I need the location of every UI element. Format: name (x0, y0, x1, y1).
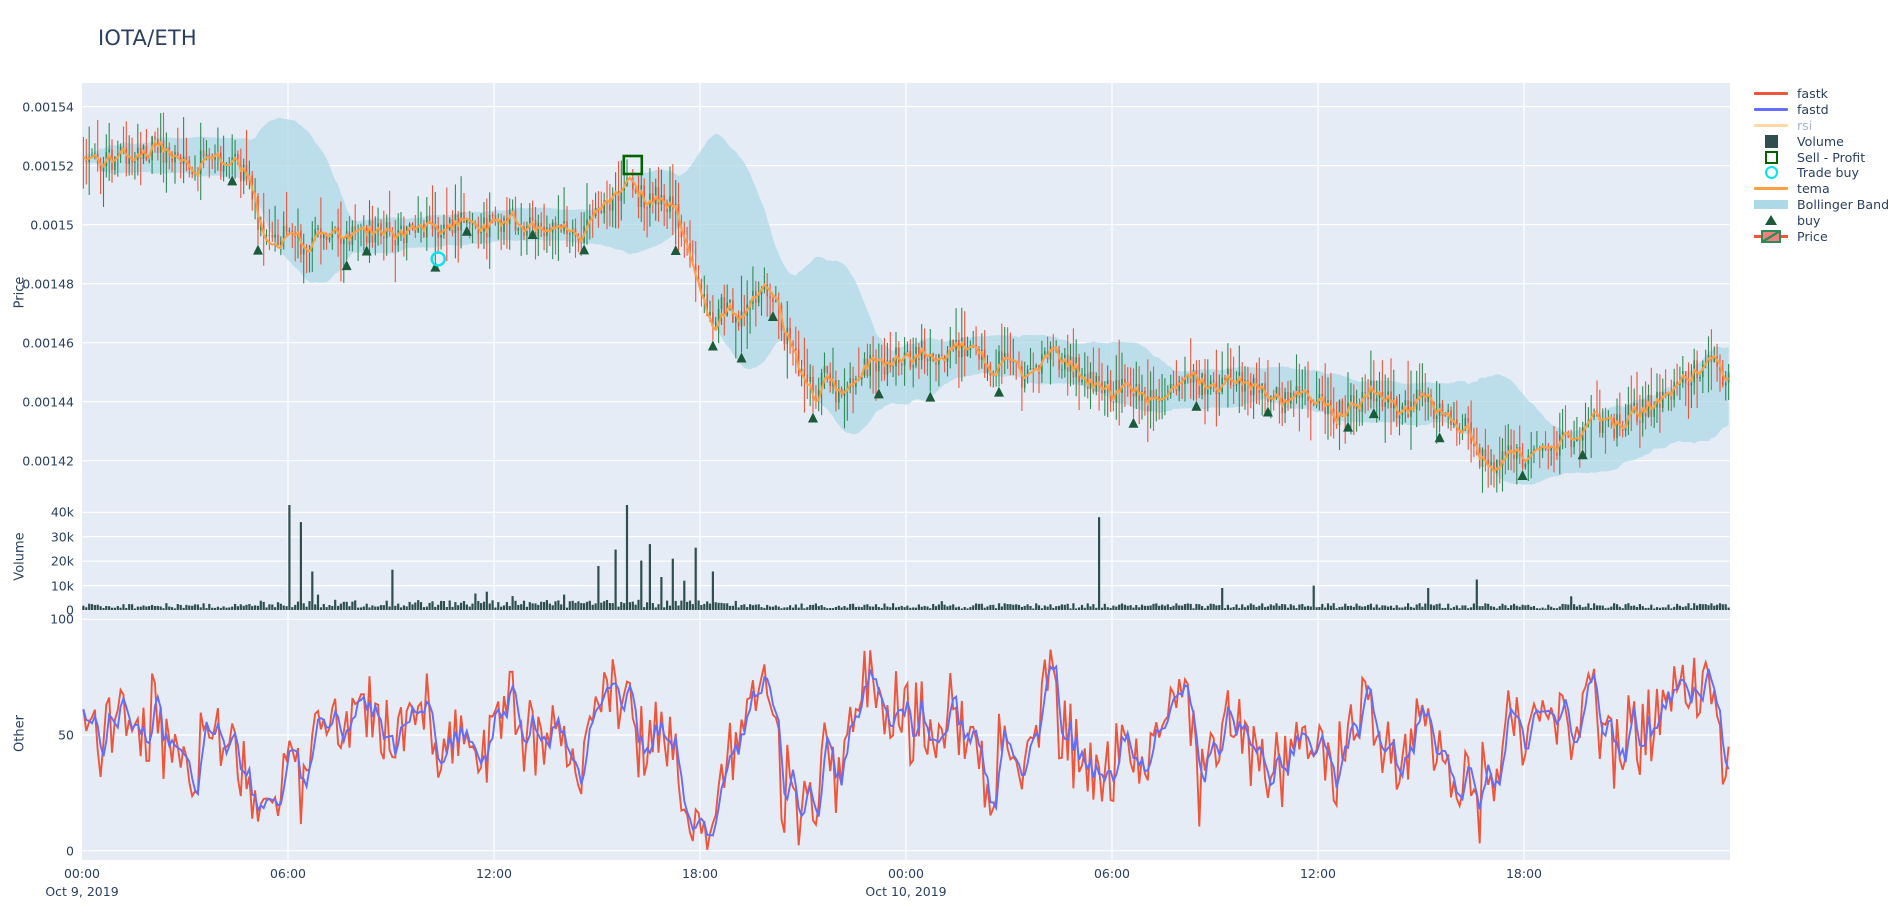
x-tick-1: 06:00 (269, 866, 307, 881)
legend-item-bollinger-band[interactable]: Bollinger Band (1752, 197, 1888, 213)
square-filled-icon (1752, 134, 1790, 149)
volume-plot-svg (82, 505, 1730, 610)
legend-item-price[interactable]: Price (1752, 228, 1888, 244)
legend-label: buy (1797, 212, 1821, 228)
candlestick-icon (1752, 229, 1790, 244)
volume-ytick-4: 40k (50, 504, 74, 520)
other-plot-svg (82, 610, 1730, 860)
line-swatch-icon (1752, 118, 1790, 133)
price-subplot (82, 83, 1730, 505)
x-tick-6: 12:00 (1299, 866, 1337, 881)
x-tick-4: 00:00 (887, 866, 925, 881)
volume-ytick-0: 0 (66, 602, 74, 618)
x-tick-0: 00:00 (63, 866, 101, 881)
other-ytick-1: 50 (58, 727, 74, 743)
legend-label: Volume (1797, 133, 1844, 149)
legend-item-tema[interactable]: tema (1752, 181, 1888, 197)
other-ytick-0: 0 (66, 843, 74, 859)
volume-ytick-2: 20k (50, 553, 74, 569)
circle-open-icon (1752, 165, 1790, 180)
page-title: IOTA/ETH (98, 26, 197, 50)
legend-item-sell-profit[interactable]: Sell - Profit (1752, 149, 1888, 165)
square-open-icon (1752, 150, 1790, 165)
volume-ytick-1: 10k (50, 578, 74, 594)
x-tick-date-0: Oct 9, 2019 (45, 884, 119, 899)
legend-item-buy[interactable]: buy (1752, 212, 1888, 228)
legend-item-fastk[interactable]: fastk (1752, 86, 1888, 102)
x-tick-date-4: Oct 10, 2019 (865, 884, 947, 899)
price-ytick-1: 0.00152 (22, 158, 74, 174)
legend-label: fastk (1797, 86, 1828, 102)
x-tick-3: 18:00 (681, 866, 719, 881)
other-subplot (82, 610, 1730, 860)
volume-subplot (82, 505, 1730, 610)
x-tick-2: 12:00 (475, 866, 513, 881)
legend-item-volume[interactable]: Volume (1752, 133, 1888, 149)
other-ytick-2: 100 (50, 611, 74, 627)
price-ytick-3: 0.00148 (22, 276, 74, 292)
legend-item-rsi[interactable]: rsi (1752, 118, 1888, 134)
chart-legend: fastk fastd rsi Volume Sell - Profit Trade bu… (1752, 86, 1888, 244)
legend-item-trade-buy[interactable]: Trade buy (1752, 165, 1888, 181)
x-tick-7: 18:00 (1505, 866, 1543, 881)
legend-label: fastd (1797, 102, 1829, 118)
legend-label: Bollinger Band (1797, 196, 1888, 212)
triangle-up-icon (1752, 213, 1790, 228)
line-swatch-icon (1752, 102, 1790, 117)
legend-item-fastd[interactable]: fastd (1752, 102, 1888, 118)
line-swatch-icon (1752, 181, 1790, 196)
band-fill-icon (1752, 197, 1790, 212)
line-swatch-icon (1752, 86, 1790, 101)
volume-ytick-3: 30k (50, 529, 74, 545)
x-tick-5: 06:00 (1093, 866, 1131, 881)
price-ytick-5: 0.00144 (22, 394, 74, 410)
legend-label: Price (1797, 228, 1828, 244)
price-plot-svg (82, 83, 1730, 505)
price-ytick-2: 0.0015 (30, 217, 74, 233)
price-ytick-0: 0.00154 (22, 99, 74, 115)
price-ytick-4: 0.00146 (22, 335, 74, 351)
price-ytick-6: 0.00142 (22, 453, 74, 469)
legend-label: Sell - Profit (1797, 149, 1866, 165)
legend-label: Trade buy (1797, 165, 1859, 181)
legend-label: tema (1797, 181, 1830, 197)
legend-label: rsi (1797, 117, 1813, 133)
